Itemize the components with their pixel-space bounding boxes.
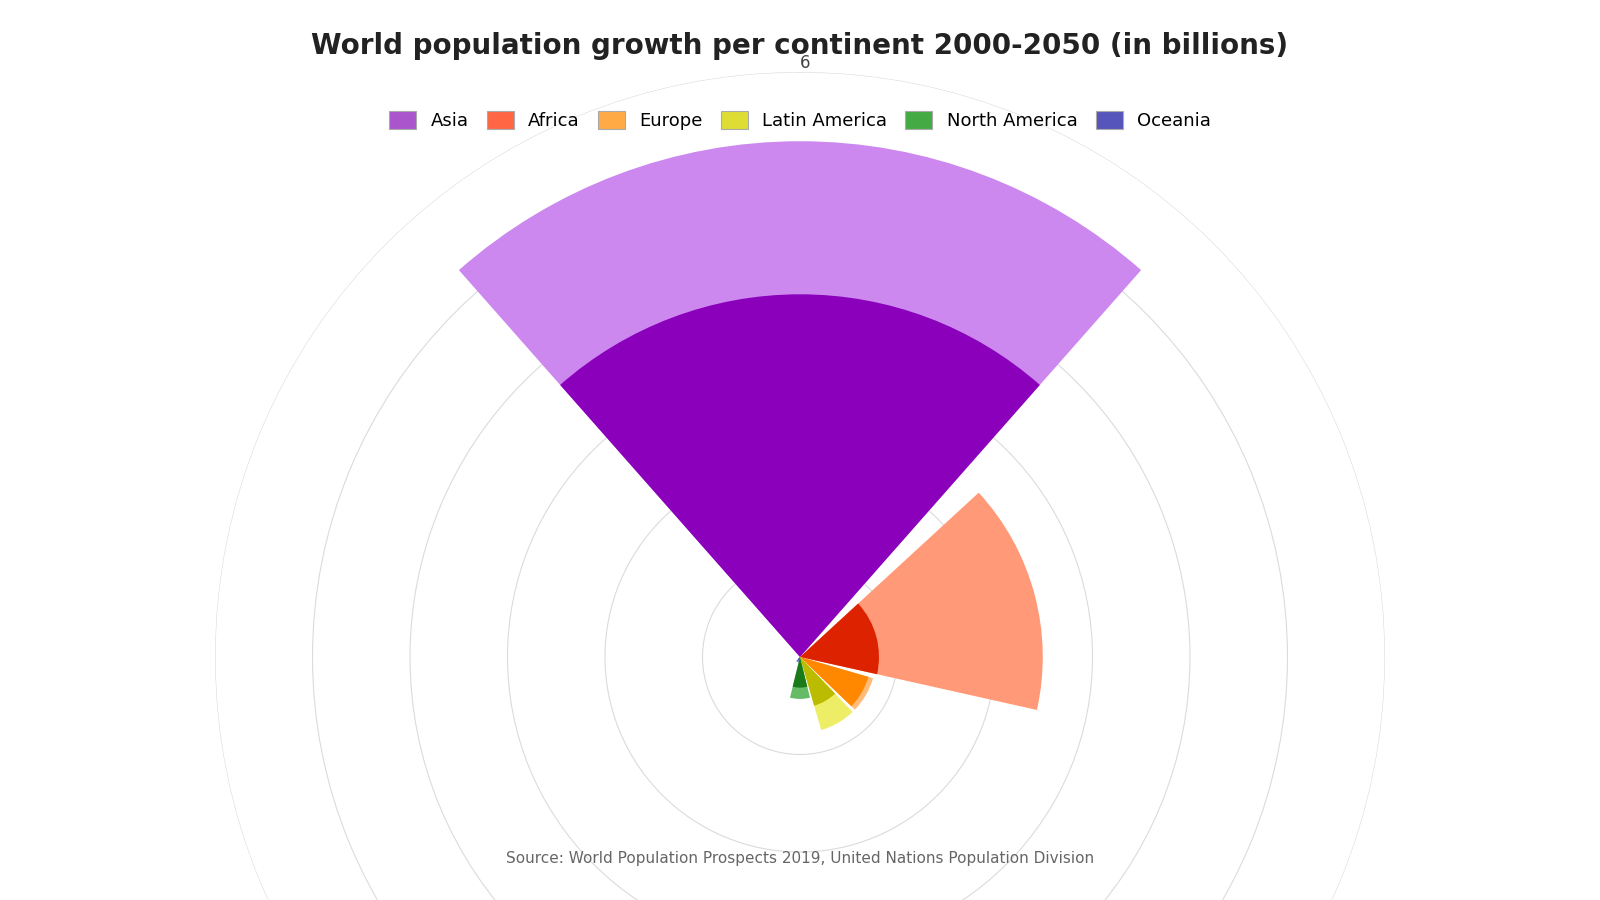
Bar [459,141,1141,657]
Bar [800,657,853,730]
Bar [800,657,869,706]
Bar [797,657,800,662]
Bar [800,492,1043,710]
Text: World population growth per continent 2000-2050 (in billions): World population growth per continent 20… [312,32,1288,59]
Bar [800,604,878,674]
Bar [798,657,800,660]
Bar [800,657,874,709]
Text: Source: World Population Prospects 2019, United Nations Population Division: Source: World Population Prospects 2019,… [506,850,1094,866]
Bar [790,657,810,699]
Legend: Asia, Africa, Europe, Latin America, North America, Oceania: Asia, Africa, Europe, Latin America, Nor… [382,104,1218,138]
Bar [792,657,808,688]
Bar [800,657,835,706]
Bar [560,294,1040,657]
